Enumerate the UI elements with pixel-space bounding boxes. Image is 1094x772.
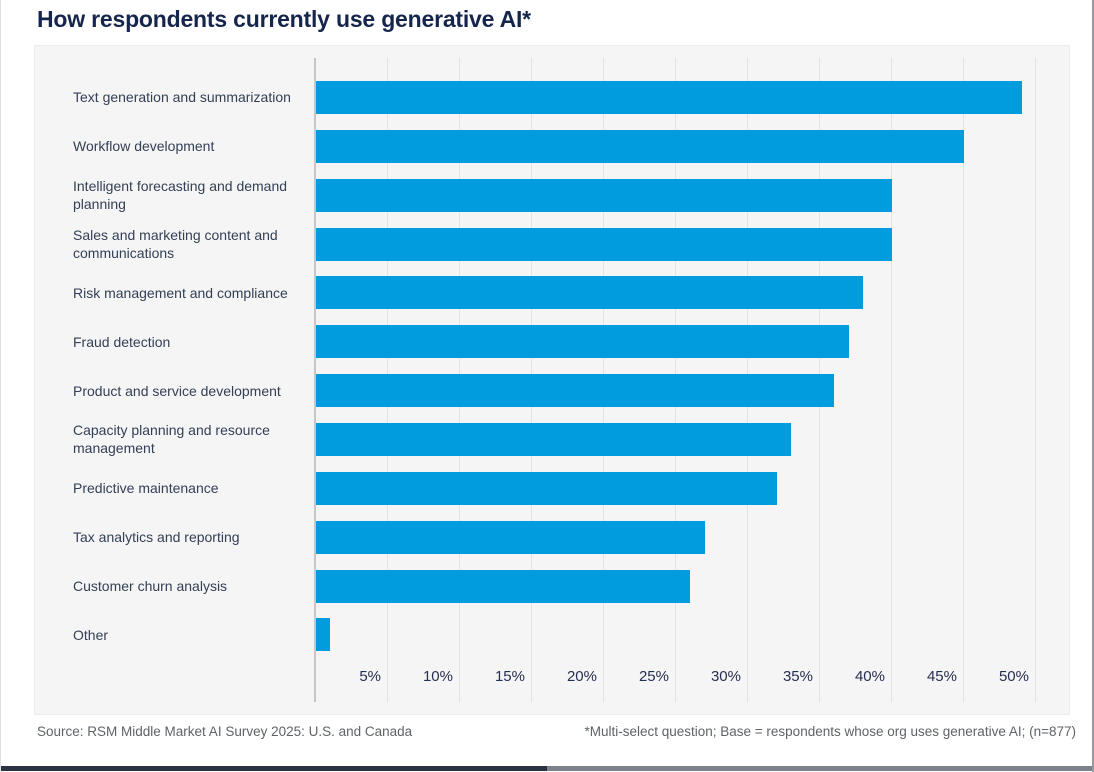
- bottom-accent-bar-left: [1, 766, 547, 771]
- x-tick-label: 10%: [422, 668, 453, 685]
- category-label: Fraud detection: [73, 333, 171, 350]
- bottom-accent-bar: [1, 766, 1092, 771]
- category-label: Other: [73, 626, 109, 643]
- category-label: Workflow development: [73, 138, 215, 155]
- x-tick-label: 50%: [998, 668, 1029, 685]
- bar: [316, 520, 705, 554]
- bar: [316, 569, 691, 603]
- x-tick-label: 20%: [566, 668, 597, 685]
- bar: [316, 618, 331, 652]
- footer-source: Source: RSM Middle Market AI Survey 2025…: [37, 724, 413, 739]
- bar: [316, 471, 777, 505]
- gridline: [1035, 58, 1036, 702]
- category-label: Capacity planning and resource managemen…: [73, 422, 270, 457]
- y-axis-line: [314, 58, 316, 702]
- category-label: Tax analytics and reporting: [73, 529, 240, 546]
- bar: [316, 325, 849, 359]
- x-tick-label: 5%: [359, 668, 381, 685]
- page-title: How respondents currently use generative…: [37, 6, 531, 32]
- gridline: [963, 58, 964, 702]
- gridline: [891, 58, 892, 702]
- bottom-accent-bar-right: [546, 766, 1092, 771]
- x-tick-label: 35%: [782, 668, 813, 685]
- category-label: Intelligent forecasting and demand plann…: [73, 178, 288, 213]
- x-tick-label: 40%: [854, 668, 885, 685]
- footer-note: *Multi-select question; Base = responden…: [584, 724, 1076, 739]
- bar: [316, 129, 964, 163]
- bar: [316, 374, 835, 408]
- category-label: Product and service development: [73, 382, 281, 399]
- category-label: Customer churn analysis: [73, 577, 228, 594]
- x-tick-label: 25%: [638, 668, 669, 685]
- x-tick-label: 15%: [494, 668, 525, 685]
- category-label: Risk management and compliance: [73, 284, 288, 301]
- bar: [316, 81, 1022, 114]
- category-label: Predictive maintenance: [73, 480, 219, 497]
- bar: [316, 227, 892, 261]
- bar: [316, 422, 792, 456]
- category-label: Text generation and summarization: [73, 89, 291, 106]
- bar: [316, 276, 864, 310]
- x-tick-label: 30%: [710, 668, 741, 685]
- x-tick-label: 45%: [926, 668, 957, 685]
- category-label: Sales and marketing content and communic…: [73, 226, 278, 262]
- bar: [316, 178, 892, 212]
